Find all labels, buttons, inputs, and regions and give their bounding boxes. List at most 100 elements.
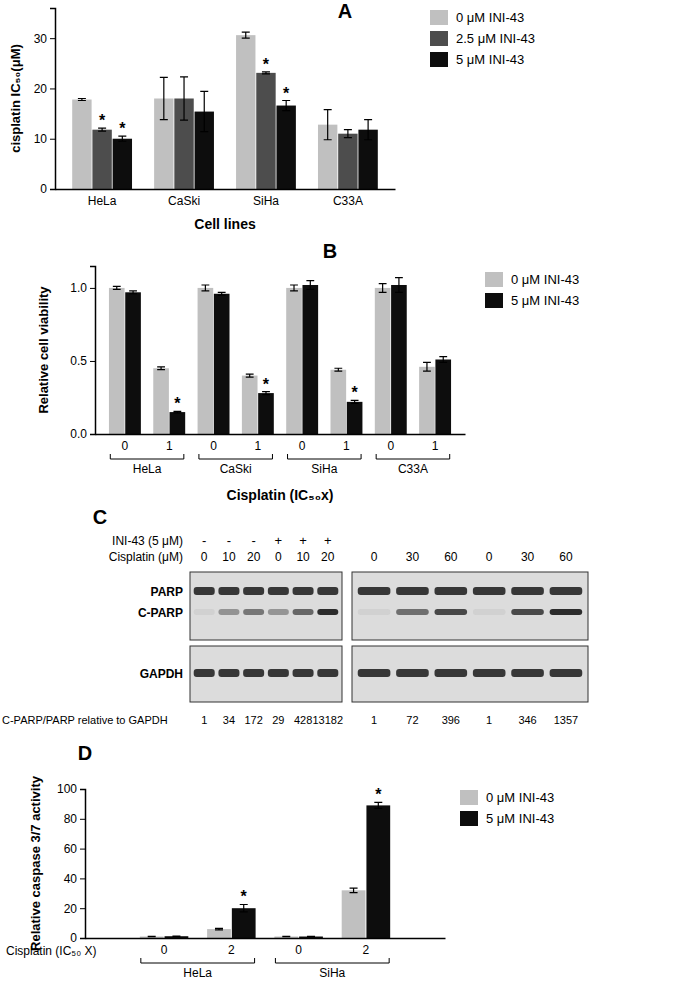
x-axis-line	[86, 938, 446, 940]
cisplatin-dose: 20	[247, 550, 261, 564]
cisplatin-dose: 20	[321, 550, 335, 564]
c-parp-band	[396, 609, 429, 615]
c-parp-band	[194, 609, 215, 615]
y-tick-label: 60	[64, 842, 78, 856]
bar	[276, 106, 295, 189]
bar	[302, 285, 318, 434]
quantification-label: C-PARP/PARP relative to GAPDH	[2, 714, 168, 726]
x-tick-label: 0	[161, 943, 168, 957]
x-tick-label: 2	[363, 943, 370, 957]
error-bar	[172, 935, 180, 936]
bar	[347, 402, 363, 434]
gapdh-band	[435, 669, 468, 677]
legend: 0 μM INI-435 μM INI-43	[485, 272, 579, 308]
annotations: **	[241, 786, 383, 905]
legend-swatch	[460, 790, 478, 805]
error-bar	[240, 904, 248, 911]
panel-letter: B	[323, 240, 337, 262]
y-tick-mark	[90, 434, 95, 435]
significance-mark: *	[174, 395, 181, 412]
gapdh-band	[268, 669, 289, 677]
parp-band	[268, 587, 289, 595]
x-axis-title: Cisplatin (IC₅₀x)	[227, 487, 334, 503]
error-bar	[157, 367, 165, 370]
parp-band	[194, 587, 215, 595]
y-axis-title: cisplatin IC₅₀(μM)	[8, 44, 23, 153]
y-tick-mark	[90, 288, 95, 289]
error-bar	[201, 285, 209, 291]
y-tick-mark	[80, 908, 85, 909]
parp-band	[396, 587, 429, 595]
y-axis-line	[80, 790, 86, 939]
x-tick-label: 1	[343, 439, 350, 453]
quantification-value: 172	[244, 714, 262, 726]
x-axis-line	[56, 189, 396, 191]
x-tick: 2	[228, 938, 235, 957]
cisplatin-dose: 10	[296, 550, 310, 564]
legend-label: 5 μM INI-43	[486, 811, 554, 826]
quantification-value: 346	[518, 714, 536, 726]
legend-label: 0 μM INI-43	[456, 10, 524, 25]
x-tick-label: 0	[295, 943, 302, 957]
x-tick: 0	[299, 434, 306, 453]
y-tick: 0	[40, 182, 55, 196]
annotations: ***	[174, 376, 358, 413]
blot-membrane	[190, 572, 342, 640]
bar	[198, 288, 214, 434]
bar	[72, 100, 91, 189]
y-tick: 0.0	[70, 427, 95, 441]
bar	[207, 929, 231, 938]
bar	[113, 139, 132, 189]
y-tick-label: 0.5	[70, 354, 87, 368]
x-tick-label: 0	[299, 439, 306, 453]
legend-label: 0 μM INI-43	[486, 790, 554, 805]
error-bar	[113, 286, 121, 289]
plot-marks	[109, 278, 451, 434]
legend-swatch	[485, 293, 503, 308]
ini43-sign: +	[275, 533, 283, 548]
gapdh-band	[194, 669, 215, 677]
bar	[256, 73, 275, 189]
ini43-sign: +	[299, 533, 307, 548]
western-blot: CINI-43 (5 μM)Cisplatin (μM)PARPC-PARPGA…	[2, 506, 588, 726]
bar	[419, 367, 435, 434]
bar	[109, 288, 125, 434]
error-bar	[350, 888, 358, 892]
parp-band	[358, 587, 391, 595]
bar	[214, 294, 230, 434]
cisplatin-dose: 30	[521, 550, 535, 564]
c-parp-band	[243, 609, 264, 615]
group-bracket	[288, 454, 362, 459]
x-tick: 0	[161, 938, 168, 957]
significance-mark: *	[351, 384, 358, 401]
error-bar	[180, 77, 188, 120]
x-tick: 0	[210, 434, 217, 453]
bar	[375, 288, 391, 434]
y-tick-label: 0.0	[70, 427, 87, 441]
legend-swatch	[485, 272, 503, 287]
y-tick-label: 20	[64, 902, 78, 916]
x-tick-label: 0	[387, 439, 394, 453]
x-axis-line	[96, 434, 466, 436]
cisplatin-dose: 60	[444, 550, 458, 564]
c-parp-band	[293, 609, 314, 615]
c-parp-band	[550, 609, 583, 615]
c-parp-band	[435, 609, 468, 615]
legend-swatch	[430, 52, 448, 67]
group-bracket	[275, 958, 389, 963]
y-tick-label: 30	[34, 32, 48, 46]
x-tick: 1	[255, 434, 262, 453]
annotations: ****	[99, 56, 290, 137]
gapdh-band	[511, 669, 544, 677]
panel-letter: D	[78, 742, 92, 764]
legend: 0 μM INI-432.5 μM INI-435 μM INI-43	[430, 10, 535, 67]
legend-swatch	[460, 811, 478, 826]
bar	[92, 130, 111, 189]
error-bar	[246, 374, 254, 377]
y-tick: 30	[34, 32, 55, 46]
c-parp-band	[218, 609, 239, 615]
bar	[331, 370, 347, 434]
y-tick: 60	[64, 842, 85, 856]
x-tick: CaSki	[168, 189, 200, 208]
y-axis: 0.00.51.0	[70, 267, 95, 442]
